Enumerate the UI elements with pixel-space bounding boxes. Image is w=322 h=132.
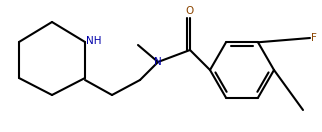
Text: N: N <box>154 57 162 67</box>
Text: O: O <box>186 6 194 16</box>
Text: F: F <box>311 33 317 43</box>
Text: NH: NH <box>86 36 101 46</box>
